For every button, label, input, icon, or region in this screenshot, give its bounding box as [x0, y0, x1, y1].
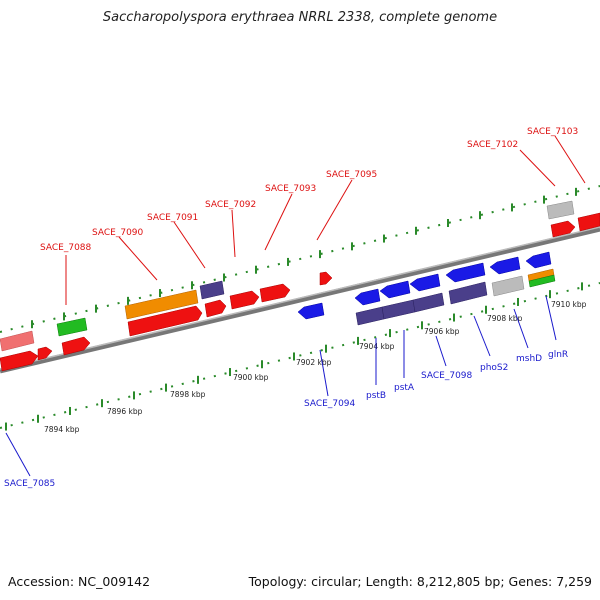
gene-arrow[interactable]: [37, 346, 53, 361]
gene-arrow[interactable]: [319, 271, 333, 286]
gene-arrow[interactable]: [355, 306, 385, 326]
major-ticks: [5, 187, 583, 431]
gene-label-sace-7103: SACE_7103: [527, 127, 578, 137]
gene-arrow[interactable]: [124, 289, 199, 320]
gene-label-sace-7093: SACE_7093: [265, 184, 316, 194]
gene-label-glnr: glnR: [548, 350, 568, 360]
reverse-genes[interactable]: [297, 251, 556, 326]
gene-label-sace-7095: SACE_7095: [326, 170, 377, 180]
gene-arrow[interactable]: [381, 299, 416, 320]
gene-label-sace-7088: SACE_7088: [40, 243, 92, 253]
gene-arrow[interactable]: [0, 330, 35, 352]
gene-label-phos2: phoS2: [480, 363, 508, 373]
gene-arrow[interactable]: [229, 290, 260, 310]
scale-label: 7910 kbp: [551, 300, 587, 309]
map-title: Saccharopolyspora erythraea NRRL 2338, c…: [102, 10, 498, 25]
gene-arrow[interactable]: [354, 288, 381, 306]
gene-arrow[interactable]: [409, 273, 441, 292]
accession-text: Accession: NC_009142: [8, 574, 151, 589]
gene-arrow[interactable]: [297, 302, 325, 320]
scale-label: 7902 kbp: [296, 358, 332, 367]
gene-arrow[interactable]: [491, 275, 525, 297]
gene-arrow[interactable]: [525, 251, 552, 269]
gene-label-mshd: mshD: [516, 354, 542, 364]
gene-label-sace-7085: SACE_7085: [4, 479, 55, 489]
gene-arrow[interactable]: [0, 350, 39, 372]
gene-arrow[interactable]: [127, 305, 203, 337]
gene-arrow[interactable]: [445, 262, 486, 283]
scale-label: 7896 kbp: [107, 407, 143, 416]
topology-text: Topology: circular; Length: 8,212,805 bp…: [248, 574, 592, 589]
gene-arrow[interactable]: [56, 317, 88, 337]
gene-label-sace-7090: SACE_7090: [92, 228, 144, 238]
scale-label: 7904 kbp: [359, 342, 395, 351]
reverse-gene-labels: SACE_7085 SACE_7094 pstB pstA SACE_7098 …: [4, 295, 568, 489]
gene-arrow[interactable]: [528, 274, 556, 288]
scale-label: 7898 kbp: [170, 390, 206, 399]
gene-label-sace-7098: SACE_7098: [421, 371, 473, 381]
backbone: [0, 226, 600, 374]
forward-tick-track: [0, 185, 600, 333]
gene-label-sace-7094: SACE_7094: [304, 399, 356, 409]
gene-arrow[interactable]: [448, 281, 488, 305]
forward-genes[interactable]: [0, 200, 600, 372]
scale-label: 7906 kbp: [424, 327, 460, 336]
gene-arrow[interactable]: [489, 256, 521, 275]
gene-arrow[interactable]: [379, 280, 411, 299]
gene-arrow[interactable]: [199, 280, 225, 300]
gene-arrow[interactable]: [61, 336, 91, 356]
gene-arrow[interactable]: [412, 292, 445, 313]
reverse-tick-track: [0, 282, 600, 429]
gene-label-sace-7092: SACE_7092: [205, 200, 256, 210]
gene-arrow[interactable]: [204, 299, 227, 318]
gene-label-pstb: pstB: [366, 391, 386, 401]
scale-labels: 7894 kbp 7896 kbp 7898 kbp 7900 kbp 7902…: [44, 300, 587, 434]
gene-arrow[interactable]: [550, 220, 576, 238]
scale-label: 7900 kbp: [233, 373, 269, 382]
gene-label-psta: pstA: [394, 383, 415, 393]
gene-arrow[interactable]: [259, 283, 291, 303]
gene-arrow[interactable]: [546, 200, 575, 220]
scale-label: 7894 kbp: [44, 425, 80, 434]
gene-label-sace-7091: SACE_7091: [147, 213, 198, 223]
gene-arrow[interactable]: [577, 212, 600, 232]
gene-label-sace-7102: SACE_7102: [467, 140, 518, 150]
forward-gene-labels: SACE_7088 SACE_7090 SACE_7091 SACE_7092 …: [40, 127, 586, 305]
scale-label: 7908 kbp: [487, 314, 523, 323]
